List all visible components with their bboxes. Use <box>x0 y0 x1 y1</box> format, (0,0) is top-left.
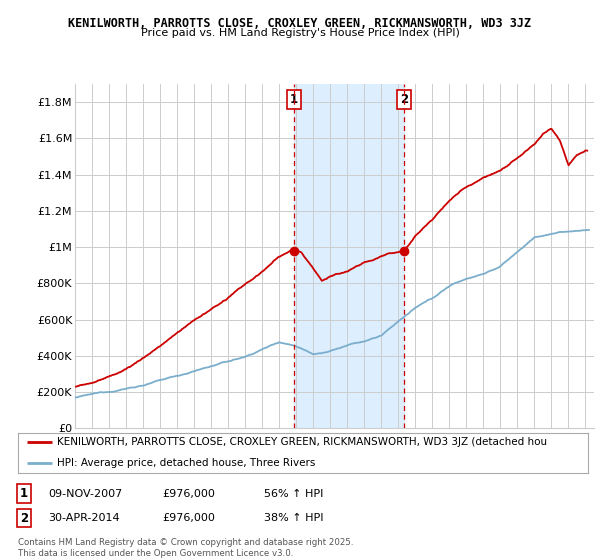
Text: 2: 2 <box>400 93 408 106</box>
Text: 1: 1 <box>20 487 28 501</box>
Text: 38% ↑ HPI: 38% ↑ HPI <box>264 513 323 523</box>
Text: 09-NOV-2007: 09-NOV-2007 <box>48 489 122 499</box>
Text: Price paid vs. HM Land Registry's House Price Index (HPI): Price paid vs. HM Land Registry's House … <box>140 28 460 38</box>
Text: 56% ↑ HPI: 56% ↑ HPI <box>264 489 323 499</box>
Text: Contains HM Land Registry data © Crown copyright and database right 2025.
This d: Contains HM Land Registry data © Crown c… <box>18 538 353 558</box>
Bar <box>294 84 404 428</box>
Text: KENILWORTH, PARROTTS CLOSE, CROXLEY GREEN, RICKMANSWORTH, WD3 3JZ (detached hou: KENILWORTH, PARROTTS CLOSE, CROXLEY GREE… <box>57 437 547 447</box>
Text: 30-APR-2014: 30-APR-2014 <box>48 513 119 523</box>
Text: 1: 1 <box>290 93 298 106</box>
Text: HPI: Average price, detached house, Three Rivers: HPI: Average price, detached house, Thre… <box>57 458 315 468</box>
Text: 2: 2 <box>20 511 28 525</box>
Text: KENILWORTH, PARROTTS CLOSE, CROXLEY GREEN, RICKMANSWORTH, WD3 3JZ: KENILWORTH, PARROTTS CLOSE, CROXLEY GREE… <box>68 17 532 30</box>
Text: £976,000: £976,000 <box>162 489 215 499</box>
Text: £976,000: £976,000 <box>162 513 215 523</box>
